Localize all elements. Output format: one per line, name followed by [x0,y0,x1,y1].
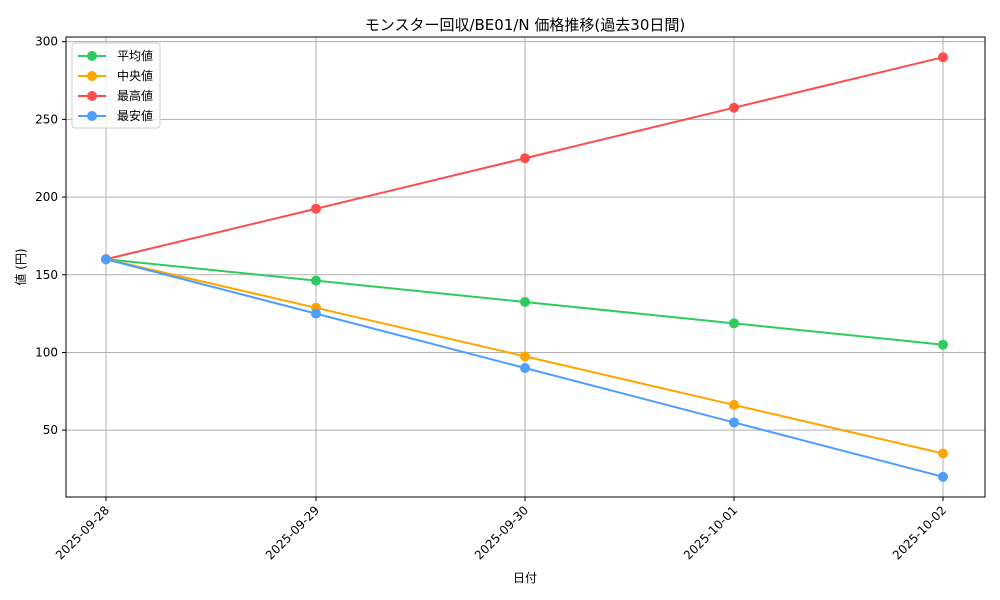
x-axis-ticks: 2025-09-28 2025-09-29 2025-09-30 2025-10-01… [53,497,949,562]
y-tick-label: 150 [35,268,58,282]
data-point [311,275,321,286]
data-point [729,102,739,113]
x-tick-label: 2025-09-30 [472,503,531,562]
y-tick-label: 300 [35,35,58,49]
legend-marker-icon [87,111,97,121]
data-point [311,203,321,214]
x-tick-label: 2025-10-02 [890,503,949,562]
y-tick-label: 200 [35,190,58,204]
data-point [520,351,530,362]
series-group [101,52,948,482]
y-tick-label: 50 [43,423,58,437]
legend-marker-icon [87,51,97,61]
data-point [729,417,739,428]
x-tick-label: 2025-09-28 [53,503,112,562]
data-point [520,363,530,374]
y-axis-label: 値 (円) [13,248,28,285]
data-point [938,471,948,482]
data-point [729,399,739,410]
data-point [520,153,530,164]
y-axis-ticks: 50 100 150 200 250 300 [35,35,66,437]
legend-label: 中央値 [117,68,153,83]
legend-marker-icon [87,71,97,81]
y-tick-label: 100 [35,345,58,359]
data-point [938,448,948,459]
x-axis-label: 日付 [513,571,537,585]
legend-marker-icon [87,91,97,101]
y-tick-label: 250 [35,112,58,126]
x-tick-label: 2025-10-01 [681,503,740,562]
legend-label: 最安値 [117,108,153,123]
x-tick-label: 2025-09-29 [263,503,322,562]
series-line [101,254,948,482]
data-point [938,339,948,350]
legend-box [71,42,161,129]
grid-lines [66,37,985,497]
data-point [938,52,948,63]
legend-label: 平均値 [117,48,153,63]
data-point [520,296,530,307]
data-point [729,318,739,329]
chart-title: モンスター回収/BE01/N 価格推移(過去30日間) [365,16,685,34]
legend-label: 最高値 [117,88,153,103]
data-point [101,254,111,265]
data-point [311,308,321,319]
